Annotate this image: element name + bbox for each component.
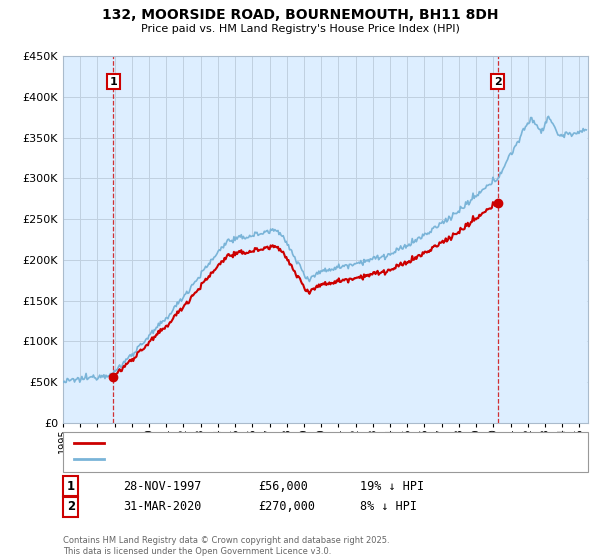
Text: £270,000: £270,000 [258,500,315,514]
Text: 2: 2 [494,77,502,87]
Text: 8% ↓ HPI: 8% ↓ HPI [360,500,417,514]
Text: 19% ↓ HPI: 19% ↓ HPI [360,479,424,493]
Text: 1: 1 [67,479,75,493]
Text: 2: 2 [67,500,75,514]
Text: Price paid vs. HM Land Registry's House Price Index (HPI): Price paid vs. HM Land Registry's House … [140,24,460,34]
Text: HPI: Average price, semi-detached house, Bournemouth Christchurch and Poole: HPI: Average price, semi-detached house,… [111,454,509,464]
Text: 1: 1 [109,77,117,87]
Text: 132, MOORSIDE ROAD, BOURNEMOUTH, BH11 8DH (semi-detached house): 132, MOORSIDE ROAD, BOURNEMOUTH, BH11 8D… [111,438,485,448]
Text: 31-MAR-2020: 31-MAR-2020 [123,500,202,514]
Text: 28-NOV-1997: 28-NOV-1997 [123,479,202,493]
Text: 132, MOORSIDE ROAD, BOURNEMOUTH, BH11 8DH: 132, MOORSIDE ROAD, BOURNEMOUTH, BH11 8D… [102,8,498,22]
Text: £56,000: £56,000 [258,479,308,493]
Text: Contains HM Land Registry data © Crown copyright and database right 2025.
This d: Contains HM Land Registry data © Crown c… [63,536,389,556]
